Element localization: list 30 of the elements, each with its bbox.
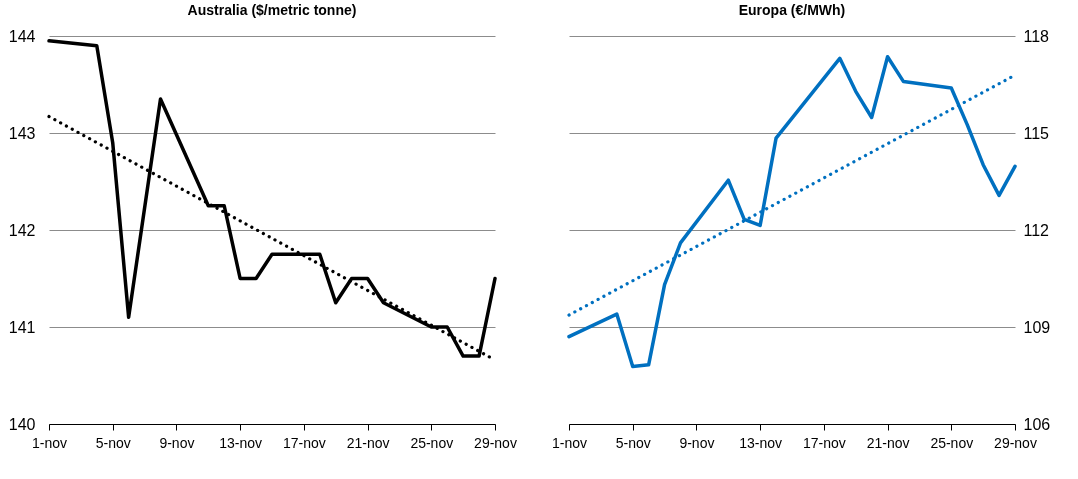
x-tick-label: 29-nov (474, 434, 517, 451)
x-tick-label: 13-nov (739, 434, 783, 451)
y-tick-label: 140 (8, 415, 36, 433)
line-series (567, 54, 1017, 369)
x-tick-label: 29-nov (994, 434, 1037, 451)
x-tick-label: 13-nov (219, 434, 263, 451)
x-tick-label: 17-nov (282, 434, 326, 451)
y-tick-label: 144 (8, 27, 36, 45)
x-tick-label: 25-nov (410, 434, 454, 451)
x-tick-label: 9-nov (679, 434, 715, 451)
chart-title: Australia ($/metric tonne) (187, 2, 357, 18)
y2-tick-label: 112 (1023, 221, 1050, 239)
x-tick-label: 5-nov (615, 434, 651, 451)
x-tick-label: 1-nov (31, 434, 68, 451)
y2-tick-label: 115 (1023, 124, 1050, 142)
x-tick-label: 9-nov (159, 434, 195, 451)
x-tick-label: 21-nov (346, 434, 390, 451)
x-tick-label: 17-nov (802, 434, 846, 451)
line-series (47, 39, 497, 358)
chart-title: Europa (€/MWh) (738, 2, 846, 18)
y2-tick-label: 118 (1023, 27, 1050, 45)
x-tick-label: 5-nov (95, 434, 131, 451)
y-tick-label: 143 (8, 124, 36, 142)
y-tick-label: 142 (8, 221, 36, 239)
x-tick-label: 21-nov (866, 434, 910, 451)
y-tick-label: 141 (8, 318, 36, 336)
x-tick-label: 1-nov (551, 434, 588, 451)
x-tick-label: 25-nov (930, 434, 974, 451)
y2-tick-label: 109 (1023, 318, 1051, 336)
y2-tick-label: 106 (1023, 415, 1051, 433)
